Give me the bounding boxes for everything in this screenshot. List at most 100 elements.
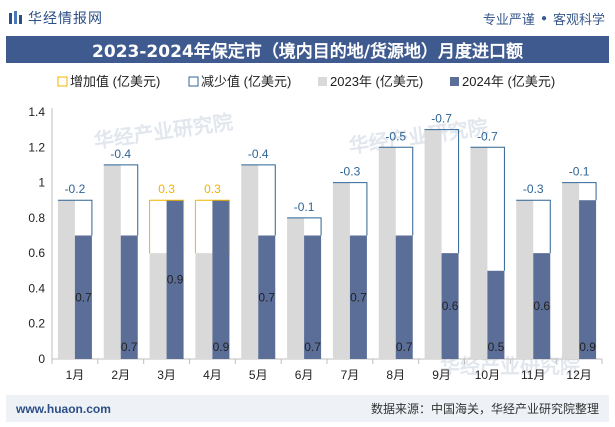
x-tick-label: 8月	[386, 368, 405, 382]
bar-2023	[57, 200, 75, 359]
bar-2024	[579, 200, 597, 359]
change-label: -0.2	[65, 182, 86, 196]
brand-logo-icon	[9, 11, 22, 24]
chart: 华经产业研究院 华经产业研究院 华经产业研究院 增加值 (亿美元) 减少值 (亿美…	[28, 74, 603, 382]
decrease-marker	[470, 146, 505, 271]
decrease-marker	[103, 164, 139, 236]
change-label: -0.1	[569, 165, 590, 179]
value-label-2024: 0.7	[304, 340, 321, 354]
bars	[57, 129, 597, 359]
legend-label: 2023年 (亿美元)	[330, 74, 423, 89]
change-label: -0.7	[477, 129, 498, 143]
y-tick-label: 1	[38, 176, 45, 190]
value-label-2024: 0.6	[442, 299, 459, 313]
bar-2024	[441, 253, 459, 359]
brand: 华经情报网	[8, 8, 103, 28]
bar-2024	[304, 235, 322, 359]
increase-marker	[195, 199, 230, 254]
increase-marker	[149, 199, 185, 254]
y-tick-label: 0.6	[28, 246, 45, 260]
tagline-right: 客观科学	[552, 11, 605, 27]
data-source: 数据来源：中国海关，华经产业研究院整理	[370, 402, 599, 416]
bar-2023	[424, 129, 442, 359]
x-tick-label: 7月	[341, 368, 360, 382]
bar-2023	[149, 253, 167, 359]
tagline-left: 专业严谨	[482, 11, 535, 27]
site-url: www.huaon.com	[16, 401, 111, 416]
value-label-2024: 0.7	[258, 290, 275, 304]
top-bar: 华经情报网 专业严谨 ● 客观科学	[0, 0, 615, 36]
y-tick-label: 1.4	[28, 105, 45, 119]
value-label-2024: 0.9	[167, 273, 184, 287]
change-label: -0.7	[431, 112, 452, 126]
x-tick-label: 6月	[295, 368, 314, 382]
value-label-2024: 0.7	[75, 290, 92, 304]
change-label: 0.3	[204, 182, 221, 196]
legend: 增加值 (亿美元) 减少值 (亿美元) 2023年 (亿美元) 2024年 (亿美元)	[57, 74, 555, 89]
legend-label: 2024年 (亿美元)	[462, 74, 555, 89]
y-axis: 0 0.2 0.4 0.6 0.8 1 1.2 1.4	[28, 105, 53, 366]
x-tick-label: 10月	[475, 368, 500, 382]
decrease-marker	[516, 199, 551, 254]
brand-name: 华经情报网	[28, 10, 103, 26]
value-label-2024: 0.5	[488, 340, 505, 354]
bar-2024	[487, 270, 505, 359]
footer: www.huaon.com 数据来源：中国海关，华经产业研究院整理	[6, 395, 609, 422]
decrease-marker	[241, 164, 276, 236]
x-tick-label: 2月	[111, 368, 130, 382]
bar-2024	[258, 235, 276, 359]
change-label: -0.3	[340, 165, 361, 179]
decrease-marker	[562, 182, 597, 201]
change-label: -0.4	[248, 147, 269, 161]
decrease-marker	[57, 199, 93, 236]
bar-2023	[470, 147, 488, 359]
value-label-2024: 0.7	[396, 340, 413, 354]
bar-2023	[562, 182, 580, 359]
decrease-marker	[332, 182, 368, 236]
change-label: -0.5	[385, 129, 406, 143]
bar-2023	[103, 164, 121, 359]
legend-label: 减少值 (亿美元)	[201, 74, 291, 89]
bar-2024	[395, 235, 413, 359]
legend-swatch	[57, 76, 68, 87]
x-tick-label: 12月	[566, 368, 591, 382]
bar-2023	[332, 182, 350, 359]
watermark-text: 华经产业研究院	[440, 354, 580, 378]
x-tick-label: 5月	[249, 368, 268, 382]
x-tick-label: 4月	[203, 368, 222, 382]
bar-2024	[74, 235, 92, 359]
x-tick-label: 1月	[66, 368, 85, 382]
bar-2023	[287, 217, 305, 359]
value-label-2024: 0.7	[121, 340, 138, 354]
change-label: -0.4	[110, 147, 131, 161]
bar-2024	[349, 235, 367, 359]
y-tick-label: 0.2	[28, 317, 45, 331]
x-tick-label: 11月	[521, 368, 545, 382]
decrease-marker	[378, 146, 414, 236]
decrease-marker	[287, 217, 322, 236]
chart-title: 2023-2024年保定市（境内目的地/货源地）月度进口额	[92, 42, 523, 62]
bar-2023	[516, 200, 534, 359]
bar-2023	[195, 253, 213, 359]
bar-2024	[212, 200, 230, 359]
y-tick-label: 0.8	[28, 211, 45, 225]
legend-swatch	[450, 77, 459, 86]
decrease-marker	[424, 129, 460, 254]
y-tick-label: 0.4	[28, 281, 45, 295]
change-label: -0.1	[294, 200, 315, 214]
bar-2024	[533, 253, 551, 359]
data-labels: -0.2 0.7 -0.4 0.7 0.3 0.9 0.3 0.9 -0.4 0.7 -0.1 0.7…	[65, 112, 597, 354]
change-label: -0.3	[523, 182, 544, 196]
y-tick-label: 1.2	[28, 140, 45, 154]
legend-swatch	[318, 77, 327, 86]
x-tick-label: 3月	[157, 368, 176, 382]
tagline: 专业严谨 ● 客观科学	[483, 9, 605, 28]
change-label: 0.3	[158, 182, 175, 196]
bar-2024	[166, 200, 184, 359]
bar-2023	[241, 164, 259, 359]
watermark-text: 华经产业研究院	[347, 115, 489, 158]
value-label-2024: 0.9	[579, 340, 596, 354]
value-label-2024: 0.9	[213, 340, 230, 354]
y-tick-label: 0	[38, 352, 45, 366]
